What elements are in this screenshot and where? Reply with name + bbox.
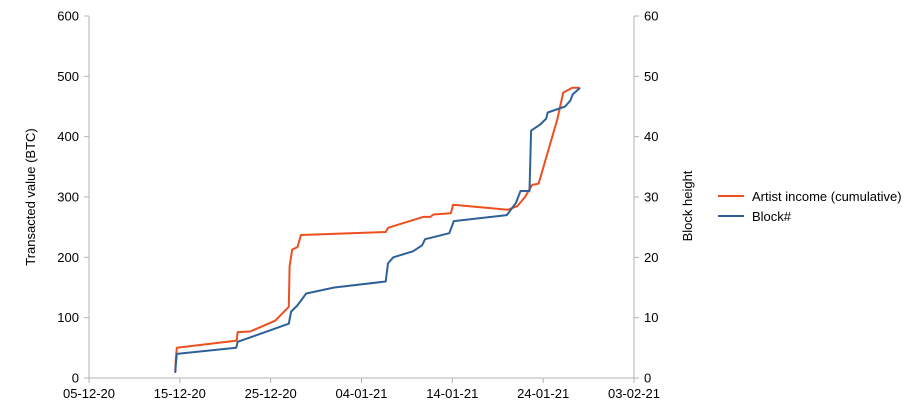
x-axis-tick-labels: 05-12-20 15-12-20 25-12-20 04-01-21 14-01-21… — [63, 386, 660, 401]
y-tick-label: 300 — [57, 190, 79, 205]
x-tick-label: 03-02-21 — [608, 386, 660, 401]
y2-axis-tick-labels: 0 10 20 30 40 50 60 — [644, 9, 658, 386]
y2-tick-label: 40 — [644, 129, 658, 144]
legend-swatch-artist-income — [718, 195, 744, 197]
y-tick-label: 0 — [72, 371, 79, 386]
legend: Artist income (cumulative) Block# — [718, 186, 902, 226]
legend-label-block-number: Block# — [752, 208, 792, 224]
x-tick-label: 05-12-20 — [63, 386, 115, 401]
y-tick-label: 600 — [57, 9, 79, 24]
x-tick-label: 15-12-20 — [154, 386, 206, 401]
series-layer — [174, 86, 581, 373]
axes — [84, 15, 639, 383]
y2-tick-label: 0 — [644, 371, 651, 386]
legend-label-artist-income: Artist income (cumulative) — [752, 188, 902, 204]
y-tick-label: 200 — [57, 250, 79, 265]
y2-tick-label: 30 — [644, 190, 658, 205]
legend-item-artist-income: Artist income (cumulative) — [718, 186, 902, 206]
legend-swatch-block-number — [718, 215, 744, 217]
x-tick-label: 04-01-21 — [335, 386, 387, 401]
y-tick-label: 100 — [57, 310, 79, 325]
y-tick-label: 500 — [57, 69, 79, 84]
y-axis-title: Transacted value (BTC) — [23, 128, 38, 266]
y-axis-tick-labels: 0 100 200 300 400 500 600 — [57, 9, 79, 386]
x-tick-label: 14-01-21 — [426, 386, 478, 401]
series-line-block-number — [174, 87, 581, 373]
y2-tick-label: 50 — [644, 69, 658, 84]
series-line-artist-income — [174, 86, 580, 373]
y2-tick-label: 10 — [644, 310, 658, 325]
x-tick-label: 25-12-20 — [245, 386, 297, 401]
y2-tick-label: 20 — [644, 250, 658, 265]
y2-tick-label: 60 — [644, 9, 658, 24]
y-tick-label: 400 — [57, 129, 79, 144]
y2-axis-title: Block height — [680, 170, 695, 241]
legend-item-block-number: Block# — [718, 206, 902, 226]
x-tick-label: 24-01-21 — [517, 386, 569, 401]
